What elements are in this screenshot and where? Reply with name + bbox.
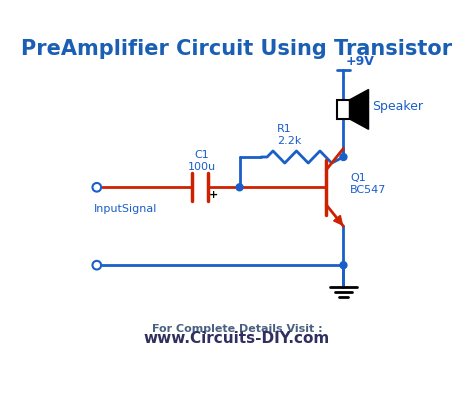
Text: Speaker: Speaker: [372, 99, 423, 112]
Circle shape: [92, 261, 101, 270]
Bar: [337, 100, 349, 119]
Text: Q1
BC547: Q1 BC547: [350, 173, 387, 194]
Circle shape: [92, 183, 101, 192]
Circle shape: [340, 262, 347, 269]
Text: C1
100u: C1 100u: [187, 150, 216, 171]
Circle shape: [340, 154, 347, 161]
Text: PreAmplifier Circuit Using Transistor: PreAmplifier Circuit Using Transistor: [21, 39, 453, 59]
Text: For Complete Details Visit :: For Complete Details Visit :: [152, 323, 322, 333]
Polygon shape: [334, 216, 342, 225]
Text: R1
2.2k: R1 2.2k: [277, 124, 301, 145]
Text: +: +: [210, 190, 219, 200]
Text: www.Circuits-DIY.com: www.Circuits-DIY.com: [144, 330, 330, 345]
Text: +9V: +9V: [346, 55, 375, 68]
Text: InputSignal: InputSignal: [94, 203, 157, 213]
Circle shape: [236, 184, 243, 191]
Polygon shape: [349, 90, 369, 130]
